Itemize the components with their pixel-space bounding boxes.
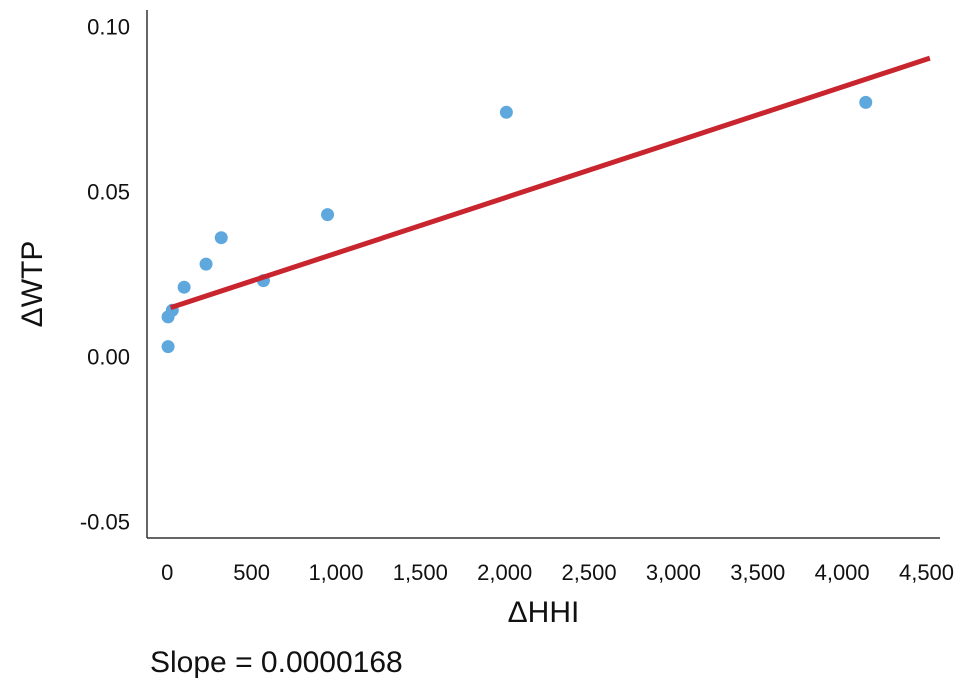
x-tick-label: 4,500 [899,560,954,585]
x-axis-label: ΔHHI [508,596,580,629]
data-point [177,280,191,294]
y-tick-label: 0.00 [87,345,130,370]
x-tick-label: 1,000 [308,560,363,585]
data-point [859,95,873,109]
x-tick-label: 3,500 [730,560,785,585]
x-tick-label: 2,000 [477,560,532,585]
y-tick-label: 0.10 [87,15,130,40]
data-points [161,95,873,354]
x-tick-labels: 0 500 1,000 1,500 2,000 2,500 3,000 3,500 4,000 4… [161,560,954,585]
data-point [321,208,335,222]
x-tick-label: 1,500 [393,560,448,585]
data-point [499,105,513,119]
x-tick-label: 2,500 [562,560,617,585]
regression-line [169,55,931,311]
slope-annotation: Slope = 0.0000168 [150,646,403,679]
y-axis-label: ΔWTP [16,241,49,328]
y-tick-label: -0.05 [80,510,130,535]
x-tick-label: 500 [233,560,270,585]
data-point [199,257,213,271]
data-point [161,340,175,354]
x-tick-label: 3,000 [646,560,701,585]
data-point [214,231,228,245]
x-tick-label: 4,000 [815,560,870,585]
y-tick-label: 0.05 [87,180,130,205]
x-tick-label: 0 [161,560,173,585]
y-tick-labels: 0.10 0.05 0.00 -0.05 [80,15,130,535]
